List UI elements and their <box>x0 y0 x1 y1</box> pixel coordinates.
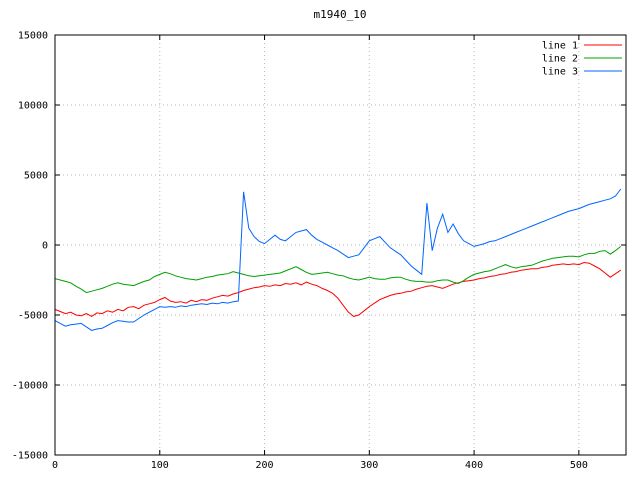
y-tick-label: 10000 <box>18 101 48 112</box>
y-tick-label: 15000 <box>18 31 48 42</box>
plot-border <box>54 34 627 456</box>
series-line-1 <box>54 261 622 317</box>
y-tick-label: -10000 <box>12 381 48 392</box>
y-tick-label: -15000 <box>12 451 48 462</box>
series-line-2 <box>54 246 622 294</box>
y-tick-label: 0 <box>42 241 48 252</box>
x-tick-label: 0 <box>52 460 58 471</box>
x-tick-label: 200 <box>256 460 274 471</box>
y-tick-label: 5000 <box>24 171 48 182</box>
x-tick-label: 300 <box>360 460 378 471</box>
legend-label: line 1 <box>542 41 578 52</box>
x-tick-label: 100 <box>151 460 169 471</box>
x-tick-label: 400 <box>465 460 483 471</box>
chart-title: m1940_10 <box>314 8 367 21</box>
series-line-3 <box>54 188 622 331</box>
y-tick-label: -5000 <box>18 311 48 322</box>
legend-label: line 3 <box>542 67 578 78</box>
x-tick-label: 500 <box>570 460 588 471</box>
legend-label: line 2 <box>542 54 578 65</box>
